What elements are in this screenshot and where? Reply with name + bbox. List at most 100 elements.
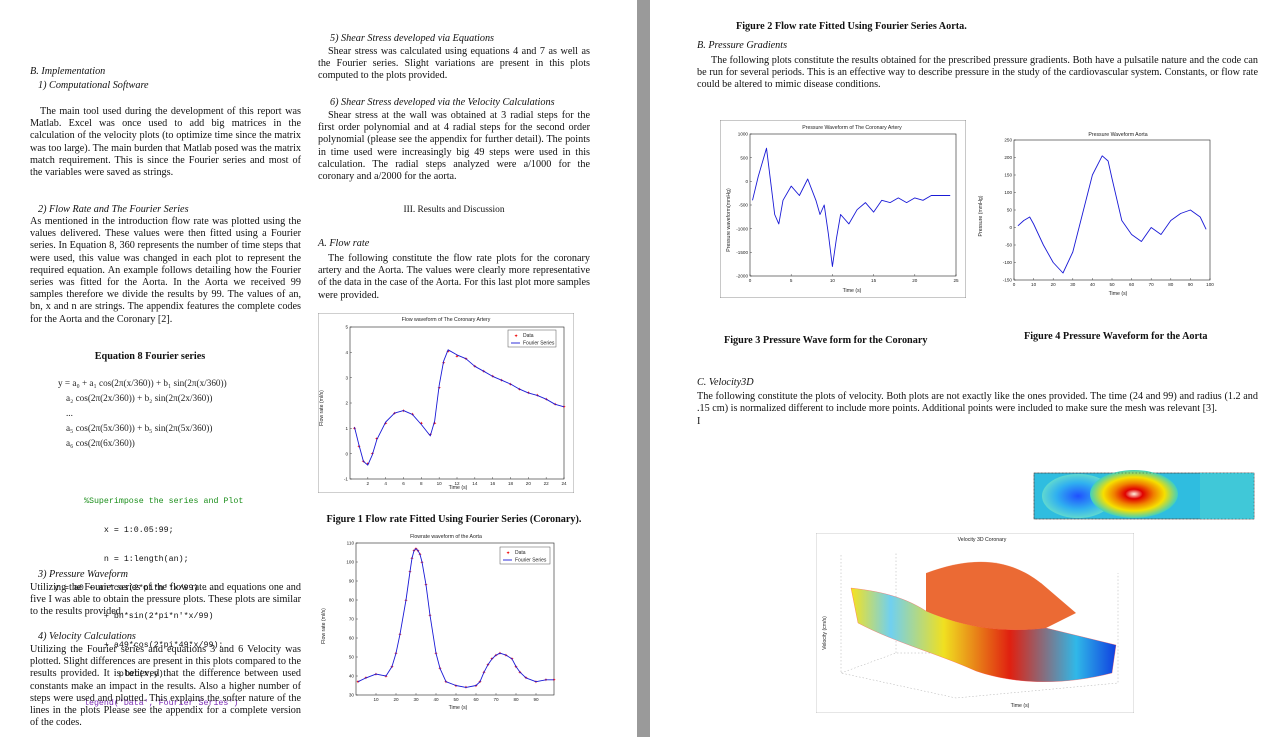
y-axis-label: Pressure waveform(mmHg) (726, 188, 732, 252)
x-tick-label: 20 (526, 481, 532, 486)
fourier-equation: y = a₀ + a₁ cos(2π(x/360)) + b₁ sin(2π(x… (58, 376, 298, 451)
x-tick-label: 8 (420, 481, 423, 486)
surface-peak (926, 561, 1076, 630)
x-tick-label: 20 (393, 697, 399, 702)
chart-legend: ✦ Data Fourier Series (499, 546, 551, 565)
section-3-body: Utilizing the Fourier series of the flow… (30, 582, 301, 618)
x-axis-label: Time (s) (1109, 291, 1128, 297)
data-point: ✦ (464, 356, 468, 362)
y-axis-label: Pressure (mmHg) (978, 195, 984, 236)
y-tick-label: 60 (349, 636, 355, 641)
data-point: ✦ (534, 680, 538, 686)
data-point: ✦ (490, 657, 494, 663)
chart-title: Velocity 3D Coronary (958, 537, 1007, 543)
x-tick-label: 100 (1206, 282, 1214, 287)
x-tick-label: 25 (953, 278, 959, 283)
data-point: ✦ (514, 664, 518, 670)
data-point: ✦ (473, 364, 477, 370)
series-line (752, 147, 951, 267)
x-tick-label: 30 (413, 697, 419, 702)
flow-rate-subheading: A. Flow rate (318, 238, 370, 249)
section-6-body: Shear stress at the wall was obtained at… (318, 110, 590, 183)
legend-data-label: Data (523, 333, 534, 339)
y-tick-label: 150 (1004, 173, 1012, 178)
heatmap-hot-region (1090, 470, 1178, 518)
data-point: ✦ (478, 680, 482, 686)
section-5-title: 5) Shear Stress developed via Equations (330, 33, 495, 44)
chart-legend: ✦ Data Fourier Series (507, 329, 557, 348)
data-point: ✦ (508, 382, 512, 388)
equation-line: ... (66, 408, 73, 418)
data-point: ✦ (474, 683, 478, 689)
y-tick-label: -1 (344, 477, 349, 482)
computational-heading: 1) Computational Software (38, 80, 149, 91)
computational-body: The main tool used during the developmen… (30, 106, 301, 179)
x-tick-label: 20 (912, 278, 918, 283)
y-tick-label: 30 (349, 693, 355, 698)
code-line: n = 1:length(an); (84, 554, 189, 564)
x-tick-label: 12 (454, 481, 460, 486)
data-point: ✦ (384, 421, 388, 427)
data-point: ✦ (526, 391, 530, 397)
x-tick-label: 90 (533, 697, 539, 702)
y-tick-label: -150 (1003, 278, 1013, 283)
x-tick-label: 10 (1031, 282, 1037, 287)
legend-box (499, 546, 551, 565)
aorta-flow-chart: Flowrate waveform of the Aorta Flow rate… (320, 531, 566, 713)
equation-caption: Equation 8 Fourier series (94, 351, 206, 362)
x-tick-label: 22 (544, 481, 550, 486)
x-tick-label: 10 (830, 278, 836, 283)
y-tick-label: -100 (1003, 260, 1013, 265)
data-point: ✦ (499, 378, 503, 384)
y-tick-label: 2 (345, 401, 348, 406)
x-tick-label: 20 (1051, 282, 1057, 287)
data-point: ✦ (364, 676, 368, 682)
right-page: Figure 2 Flow rate Fitted Using Fourier … (650, 0, 1287, 737)
code-line: y = a0 + an*cos(2*pi*n'*x/99) ... (54, 583, 219, 593)
data-point: ✦ (544, 678, 548, 684)
data-point: ✦ (361, 459, 365, 465)
y-tick-label: 50 (349, 655, 355, 660)
y-tick-label: -50 (1005, 243, 1012, 248)
x-tick-label: 24 (561, 481, 567, 486)
data-point: ✦ (498, 651, 502, 657)
x-tick-label: 40 (1090, 282, 1096, 287)
data-point: ✦ (544, 397, 548, 403)
y-tick-label: 4 (345, 350, 348, 355)
figure-background (976, 128, 1216, 298)
section-4-body: Utilizing the Fourier series and equatio… (30, 644, 301, 729)
x-tick-label: 0 (1013, 282, 1016, 287)
y-tick-label: 100 (346, 560, 354, 565)
code-line: plot(x,y) (84, 669, 164, 679)
x-tick-label: 80 (1168, 282, 1174, 287)
section-3-title: 3) Pressure Waveform (38, 569, 128, 580)
section-6-title: 6) Shear Stress developed via the Veloci… (330, 97, 555, 108)
fourier-series-line (354, 349, 565, 466)
velocity-3d-surface: Velocity 3D Coronary Velocity (cm/s) Tim… (816, 533, 1134, 713)
surface-mesh (850, 587, 1117, 682)
x-tick-label: 16 (490, 481, 496, 486)
series-line (1017, 155, 1207, 274)
data-point: ✦ (562, 405, 566, 411)
coronary-pressure-chart: Pressure Waveform of The Coronary Artery… (720, 120, 966, 298)
data-point: ✦ (374, 672, 378, 678)
legend-marker-data: ✦ (514, 334, 518, 340)
chart-title: Flowrate waveform of the Aorta (410, 534, 482, 540)
x-axis-label: Time (s) (449, 705, 468, 711)
text-cursor: I (697, 416, 701, 427)
chart-title: Pressure Waveform of The Coronary Artery (802, 125, 902, 131)
y-tick-label: 0 (1009, 225, 1012, 230)
x-tick-label: 14 (472, 481, 478, 486)
x-tick-label: 0 (749, 278, 752, 283)
implementation-heading: B. Implementation (30, 66, 106, 77)
y-tick-label: -500 (739, 203, 749, 208)
x-axis-label: Time (s) (843, 288, 862, 294)
code-line: x = 1:0.05:99; (84, 525, 174, 535)
flow-rate-body: As mentioned in the introduction flow ra… (30, 216, 301, 325)
data-point: ✦ (491, 374, 495, 380)
data-point: ✦ (444, 680, 448, 686)
figure-2-caption: Figure 2 Flow rate Fitted Using Fourier … (736, 21, 967, 32)
legend-fourier-label: Fourier Series (515, 558, 547, 564)
y-tick-label: 250 (1004, 138, 1012, 143)
coronary-flow-chart: Flow waveform of The Coronary Artery Flo… (318, 313, 574, 493)
